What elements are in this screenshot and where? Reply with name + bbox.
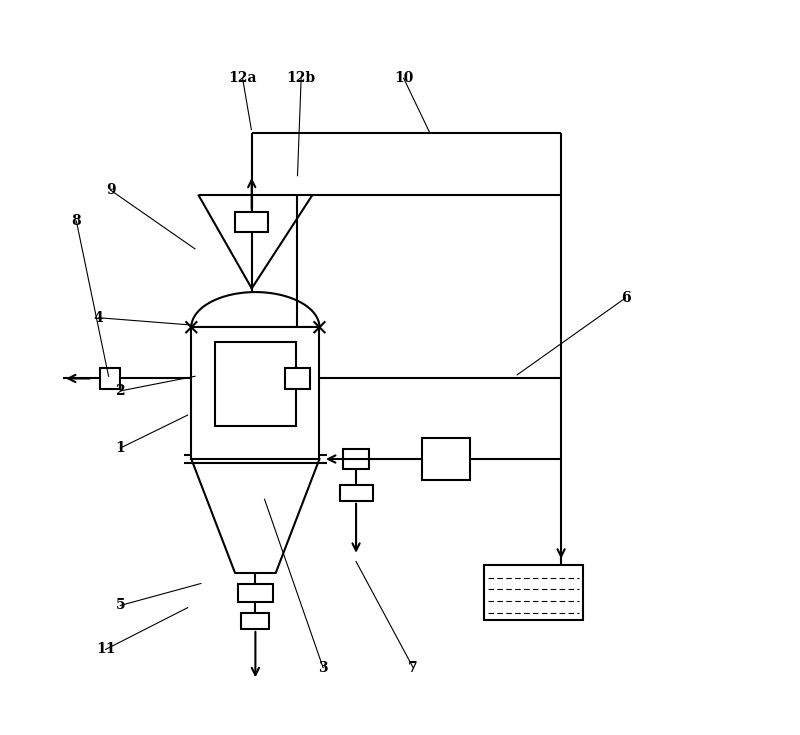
Bar <box>191 327 319 459</box>
Text: 11: 11 <box>96 642 115 656</box>
Text: 7: 7 <box>408 661 418 675</box>
Bar <box>339 484 373 501</box>
Bar <box>100 368 120 389</box>
Text: 3: 3 <box>318 661 328 675</box>
Text: 10: 10 <box>394 71 414 85</box>
Text: 9: 9 <box>106 183 115 197</box>
Text: 8: 8 <box>71 214 81 228</box>
Bar <box>285 368 310 389</box>
Text: 5: 5 <box>115 598 125 612</box>
Text: 12b: 12b <box>286 71 316 85</box>
Bar <box>235 212 268 232</box>
Text: 12a: 12a <box>228 71 257 85</box>
Bar <box>242 613 270 629</box>
Text: 6: 6 <box>621 291 630 305</box>
Text: 2: 2 <box>115 384 125 398</box>
Text: 4: 4 <box>94 311 103 325</box>
Bar <box>214 342 296 426</box>
Bar <box>422 438 470 480</box>
Text: 1: 1 <box>115 441 125 455</box>
Bar <box>238 584 273 602</box>
Bar <box>343 449 369 469</box>
Bar <box>484 565 583 620</box>
